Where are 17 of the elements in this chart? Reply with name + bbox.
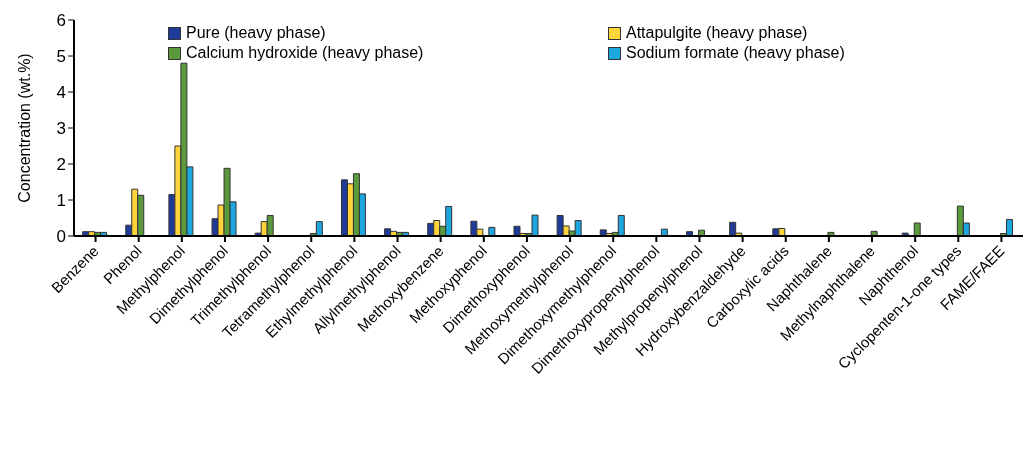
bar bbox=[870, 230, 878, 236]
y-tick-label: 5 bbox=[56, 47, 66, 67]
legend-label: Pure (heavy phase) bbox=[186, 24, 326, 42]
y-tick-label: 4 bbox=[56, 83, 66, 103]
legend-label: Sodium formate (heavy phase) bbox=[626, 44, 845, 62]
y-axis-title: Concentration (wt.%) bbox=[15, 53, 33, 203]
bar bbox=[488, 226, 496, 236]
legend-label: Attapulgite (heavy phase) bbox=[626, 24, 808, 42]
y-tick-label: 0 bbox=[56, 227, 66, 247]
legend-label: Calcium hydroxide (heavy phase) bbox=[186, 44, 424, 62]
y-tick-label: 2 bbox=[56, 155, 66, 175]
bar bbox=[913, 222, 921, 236]
y-tick-label: 3 bbox=[56, 119, 66, 139]
y-tick-label: 6 bbox=[56, 11, 66, 31]
bar bbox=[513, 225, 521, 236]
bar bbox=[901, 232, 909, 236]
y-tick-label: 1 bbox=[56, 191, 66, 211]
